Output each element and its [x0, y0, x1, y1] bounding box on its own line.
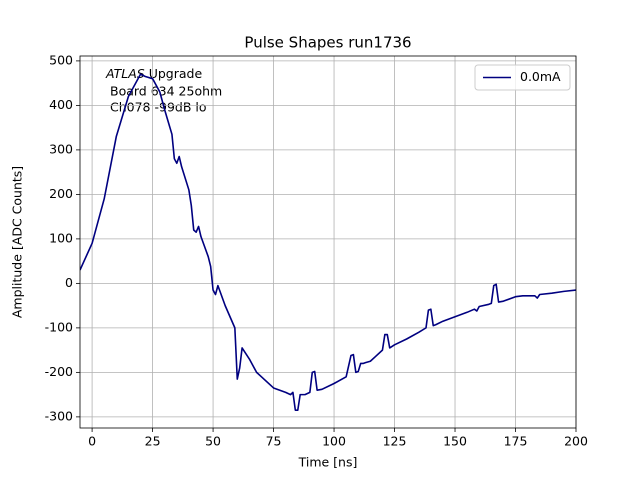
plot-frame	[79, 55, 577, 429]
y-tick-label: -200	[45, 364, 73, 379]
y-tick-label: 100	[49, 230, 73, 245]
annotation: Ch078 -99dB lo	[110, 100, 207, 115]
annotation: ATLAS Upgrade	[105, 66, 202, 81]
x-tick-label: 50	[205, 434, 221, 449]
y-tick-label: 300	[49, 141, 73, 156]
y-tick-label: -300	[45, 408, 73, 423]
y-tick-label: 200	[49, 186, 73, 201]
chart-title: Pulse Shapes run1736	[244, 34, 411, 52]
x-axis-label: Time [ns]	[298, 455, 358, 470]
annotation-italic: ATLAS	[105, 66, 145, 81]
x-tick-label: 100	[322, 434, 346, 449]
y-tick-label: 500	[49, 52, 73, 67]
y-tick-label: 0	[65, 275, 73, 290]
y-tick-label: 400	[49, 97, 73, 112]
x-tick-label: 0	[88, 434, 96, 449]
y-axis-label: Amplitude [ADC Counts]	[10, 166, 25, 318]
x-tick-label: 175	[504, 434, 528, 449]
legend-box	[474, 64, 571, 91]
x-tick-label: 75	[266, 434, 282, 449]
y-tick-label: -100	[45, 319, 73, 334]
plot	[80, 73, 576, 411]
x-tick-label: 150	[443, 434, 467, 449]
x-tick-label: 125	[383, 434, 407, 449]
data-line	[80, 73, 576, 411]
x-tick-label: 200	[564, 434, 588, 449]
annotation-text: Upgrade	[149, 66, 203, 81]
legend-label: 0.0mA	[520, 69, 561, 84]
annotation: Board 634 25ohm	[110, 84, 222, 99]
x-tick-label: 25	[145, 434, 161, 449]
